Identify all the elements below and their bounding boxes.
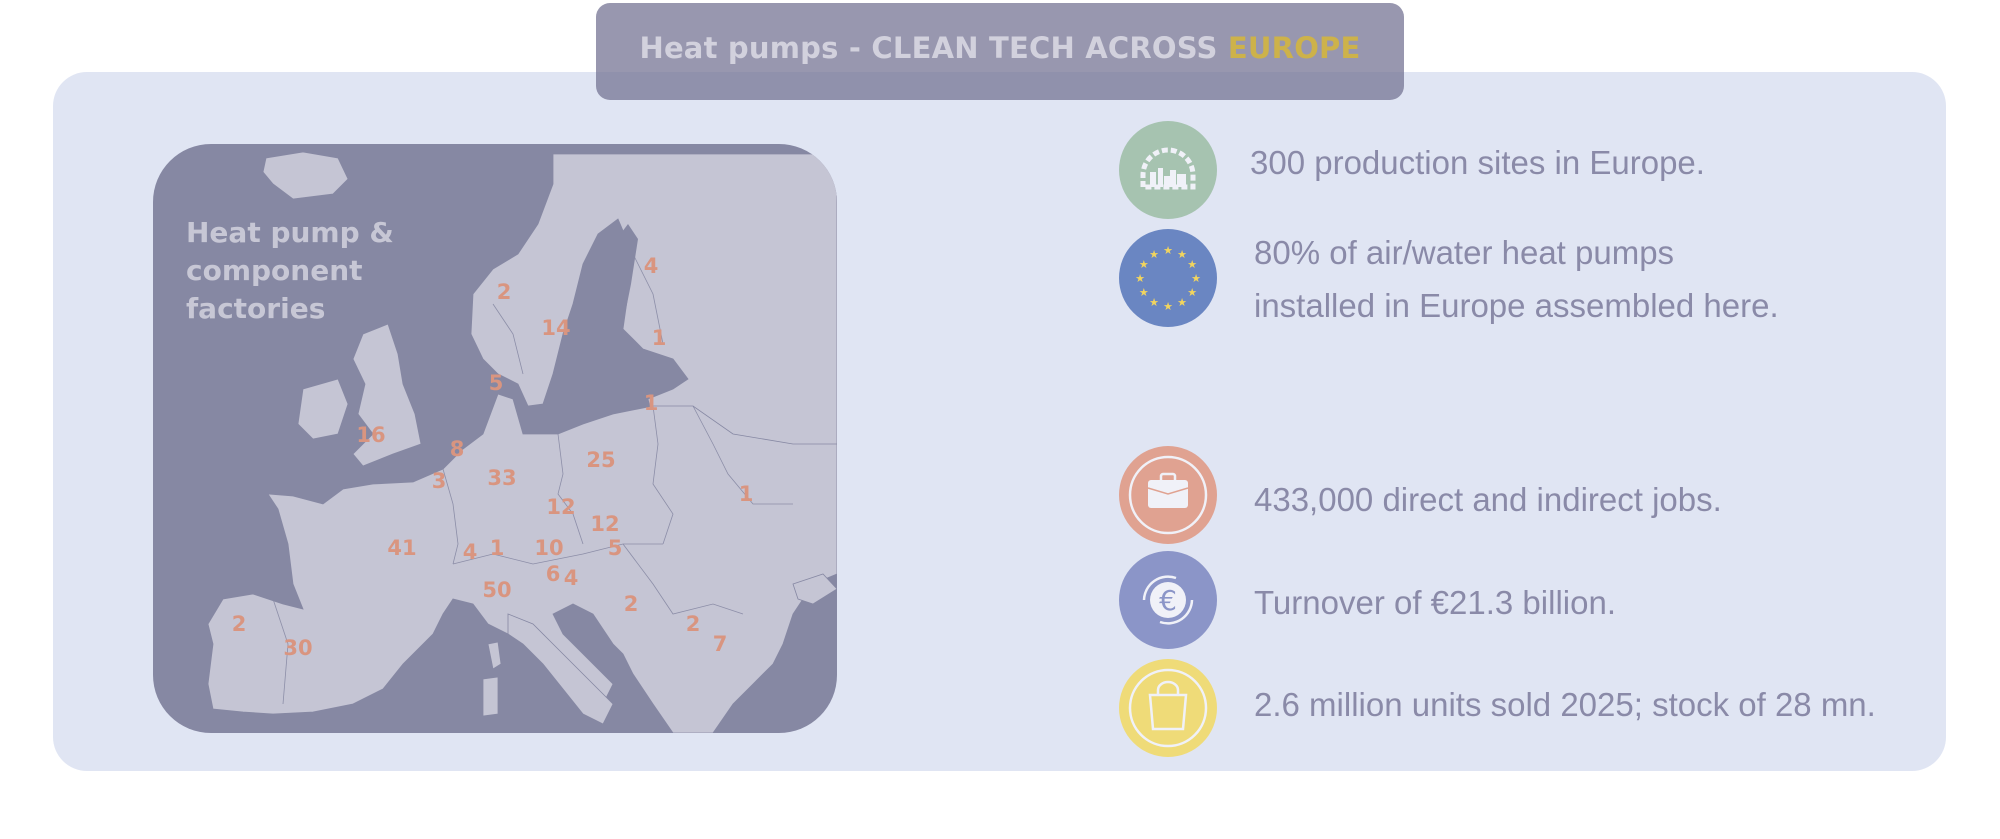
factory-count-belgium: 3 xyxy=(431,469,447,493)
euro-cycle-icon: € xyxy=(1119,551,1217,649)
factory-count-france: 41 xyxy=(387,536,417,560)
title-text: Heat pumps - CLEAN TECH ACROSS xyxy=(639,30,1228,65)
factory-count-denmark: 5 xyxy=(488,371,504,395)
svg-text:★: ★ xyxy=(1163,245,1173,257)
ireland-shape xyxy=(297,378,349,440)
stat-text: 80% of air/water heat pumps xyxy=(1254,234,1675,271)
factory-count-portugal: 2 xyxy=(231,612,247,636)
italy-shape xyxy=(507,613,614,725)
title-accent: EUROPE xyxy=(1227,30,1361,65)
europe-map-shapes xyxy=(207,151,837,733)
factory-count-bulgaria: 2 xyxy=(685,612,701,636)
factory-count-serbia: 2 xyxy=(623,592,639,616)
svg-text:★: ★ xyxy=(1149,249,1159,261)
svg-text:★: ★ xyxy=(1149,297,1159,309)
factory-count-norway: 2 xyxy=(496,280,512,304)
factory-count-liechtenstein: 1 xyxy=(489,536,505,560)
svg-text:★: ★ xyxy=(1139,259,1149,271)
svg-text:€: € xyxy=(1159,584,1177,617)
stat-text: installed in Europe assembled here. xyxy=(1254,287,1779,324)
svg-text:★: ★ xyxy=(1135,273,1145,285)
briefcase-icon xyxy=(1119,446,1217,544)
factory-count-hungary: 5 xyxy=(607,536,623,560)
svg-text:★: ★ xyxy=(1163,301,1173,313)
factory-count-netherlands: 8 xyxy=(449,437,465,461)
uk-shape xyxy=(352,323,422,467)
factory-count-czechia: 12 xyxy=(546,495,576,519)
factory-count-lithuania: 1 xyxy=(643,391,659,415)
factory-count-poland: 25 xyxy=(586,448,616,472)
svg-text:★: ★ xyxy=(1177,297,1187,309)
eu-flag-icon: ★ ★ ★ ★ ★ ★ ★ ★ ★ ★ ★ ★ xyxy=(1119,229,1217,327)
stat-text: 2.6 million units sold 2025; stock of 28… xyxy=(1254,686,1876,723)
factory-count-turkey: 7 xyxy=(712,632,728,656)
factory-count-slovenia: 6 xyxy=(545,562,561,586)
factory-count-ukraine: 1 xyxy=(738,482,754,506)
europe-map: Heat pump & component factories 4 2 14 1 5 1 1… xyxy=(153,144,837,733)
factory-count-germany: 33 xyxy=(487,466,517,490)
stat-text: 300 production sites in Europe. xyxy=(1250,144,1705,181)
svg-text:★: ★ xyxy=(1191,273,1201,285)
factory-count-italy: 50 xyxy=(482,578,512,602)
factory-count-finland: 4 xyxy=(643,254,659,278)
stat-text: Turnover of €21.3 billion. xyxy=(1254,584,1616,621)
factory-count-slovakia: 12 xyxy=(590,512,620,536)
svg-text:★: ★ xyxy=(1187,259,1197,271)
continent-shape xyxy=(207,393,837,733)
stat-text: 433,000 direct and indirect jobs. xyxy=(1254,481,1722,518)
map-heading: Heat pump & component factories xyxy=(186,216,394,325)
title-banner: Heat pumps - CLEAN TECH ACROSS EUROPE xyxy=(596,3,1404,100)
factory-count-united-kingdom: 16 xyxy=(356,423,386,447)
factory-count-estonia: 1 xyxy=(651,326,667,350)
shopping-bag-icon xyxy=(1119,659,1217,757)
factory-count-switzerland: 4 xyxy=(462,540,478,564)
svg-text:★: ★ xyxy=(1177,249,1187,261)
factory-gear-icon xyxy=(1119,121,1217,219)
svg-text:★: ★ xyxy=(1139,287,1149,299)
factory-count-spain: 30 xyxy=(283,636,313,660)
svg-text:★: ★ xyxy=(1187,287,1197,299)
factory-count-austria: 10 xyxy=(534,536,564,560)
factory-count-croatia: 4 xyxy=(563,566,579,590)
iceland-shape xyxy=(262,151,349,200)
factory-count-sweden: 14 xyxy=(541,316,571,340)
